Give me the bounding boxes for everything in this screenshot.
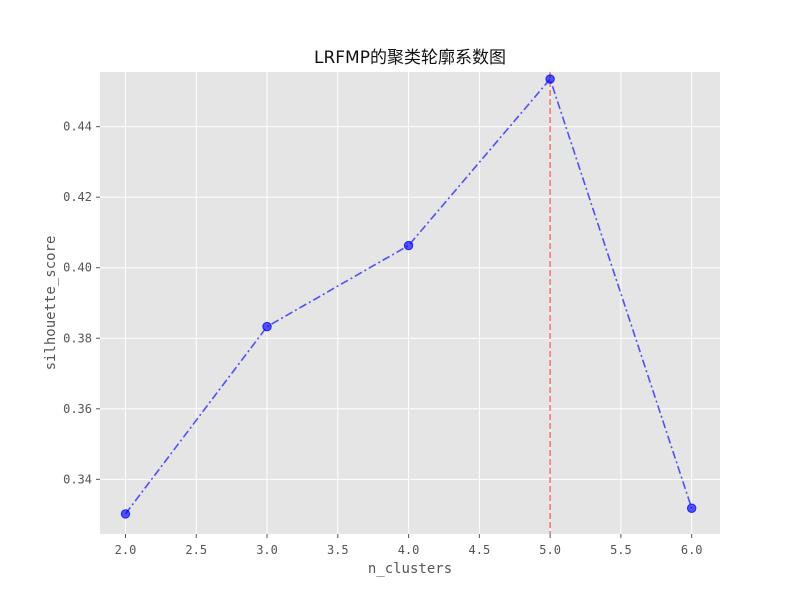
- y-axis-label: silhouette_score: [43, 236, 59, 371]
- chart-title: LRFMP的聚类轮廓系数图: [314, 48, 506, 68]
- x-axis-label: n_clusters: [368, 561, 452, 577]
- data-point: [686, 503, 697, 513]
- plot-background: [100, 72, 720, 534]
- y-tick-label: 0.44: [63, 120, 92, 134]
- data-point: [262, 321, 272, 332]
- y-tick-label: 0.36: [63, 402, 92, 416]
- y-tick-label: 0.42: [63, 190, 92, 204]
- data-point: [120, 509, 131, 519]
- x-tick-label: 5.5: [610, 543, 632, 557]
- series-line: [124, 77, 693, 515]
- x-tick-label: 4.0: [398, 543, 420, 557]
- grid-lines: [100, 72, 720, 534]
- data-point: [403, 240, 414, 251]
- series-layer: [120, 74, 697, 519]
- x-tick-label: 2.5: [185, 543, 207, 557]
- y-tick-label: 0.38: [63, 331, 92, 345]
- x-tick-label: 5.0: [539, 543, 561, 557]
- x-tick-label: 6.0: [681, 543, 703, 557]
- x-tick-label: 3.0: [256, 543, 278, 557]
- x-tick-label: 4.5: [469, 543, 491, 557]
- tick-labels: 2.0 2.5 3.0 3.5 4.0 4.5 5.0 5.5 6.0 0.34 0.36 0.38 0…: [63, 120, 702, 557]
- y-tick-label: 0.40: [63, 261, 92, 275]
- y-tick-label: 0.34: [63, 472, 92, 486]
- x-tick-label: 3.5: [327, 543, 349, 557]
- x-tick-label: 2.0: [115, 543, 137, 557]
- data-point: [545, 74, 555, 84]
